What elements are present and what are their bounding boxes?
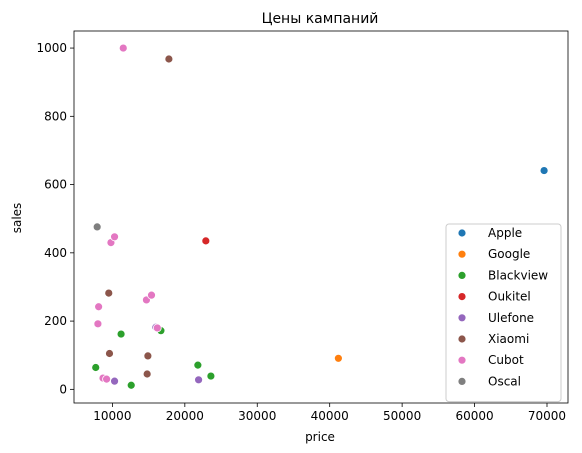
x-axis-label: price: [305, 430, 335, 444]
legend-marker-ulefone: [457, 313, 467, 323]
y-tick-label: 600: [44, 178, 67, 192]
legend-marker-apple: [457, 228, 467, 238]
point-apple: [539, 166, 549, 175]
legend-label-oukitel: Oukitel: [488, 290, 531, 304]
point-ulefone: [194, 375, 203, 385]
legend-marker-xiaomi: [457, 334, 467, 344]
legend-box: [445, 223, 562, 403]
legend-label-blackview: Blackview: [488, 268, 548, 282]
point-ulefone: [110, 376, 119, 386]
legend-label-ulefone: Ulefone: [488, 311, 534, 325]
plot-frame: [73, 30, 569, 404]
point-blackview: [91, 363, 101, 372]
point-cubot: [94, 302, 104, 312]
point-cubot: [110, 232, 119, 242]
legend-label-oscal: Oscal: [488, 374, 521, 388]
legend-label-cubot: Cubot: [488, 353, 524, 367]
point-blackview: [116, 329, 126, 339]
x-tick-label: 40000: [311, 409, 349, 423]
legend-label-xiaomi: Xiaomi: [488, 332, 529, 346]
legend-label-google: Google: [488, 247, 530, 261]
point-xiaomi: [105, 349, 114, 358]
point-xiaomi: [142, 369, 152, 379]
chart-title: Цены кампаний: [262, 11, 379, 27]
y-tick-label: 200: [44, 314, 67, 328]
point-xiaomi: [104, 288, 114, 298]
y-tick-label: 800: [44, 109, 67, 123]
legend-marker-oscal: [457, 376, 467, 386]
x-tick-label: 70000: [528, 409, 566, 423]
x-tick-label: 60000: [455, 409, 493, 423]
legend: Apple Google Blackview Oukitel Ulefone Xiaomi…: [445, 223, 562, 403]
legend-marker-google: [457, 249, 467, 259]
point-cubot: [118, 43, 128, 53]
y-tick-label: 1000: [36, 41, 67, 55]
point-blackview: [206, 371, 216, 381]
legend-marker-cubot: [457, 355, 467, 365]
point-blackview: [126, 380, 136, 390]
y-axis-label: sales: [10, 203, 24, 234]
x-tick-label: 20000: [166, 409, 204, 423]
point-google: [333, 353, 343, 363]
point-xiaomi: [164, 54, 174, 64]
point-blackview: [193, 360, 203, 370]
point-cubot: [152, 323, 162, 333]
plot-area: 10000 20000 30000 40000 50000 60000 70000 0 200 4…: [36, 30, 569, 423]
point-oscal: [92, 222, 102, 232]
legend-marker-oukitel: [457, 292, 467, 302]
x-tick-label: 10000: [93, 409, 131, 423]
y-tick-label: 0: [59, 382, 67, 396]
point-cubot: [93, 319, 103, 329]
y-tick-label: 400: [44, 246, 67, 260]
point-cubot: [147, 290, 156, 300]
point-xiaomi: [143, 351, 153, 361]
point-cubot: [102, 374, 111, 384]
legend-label-apple: Apple: [488, 226, 522, 240]
x-tick-label: 50000: [383, 409, 421, 423]
x-tick-label: 30000: [238, 409, 276, 423]
legend-marker-blackview: [457, 270, 467, 280]
point-oukitel: [201, 236, 211, 246]
